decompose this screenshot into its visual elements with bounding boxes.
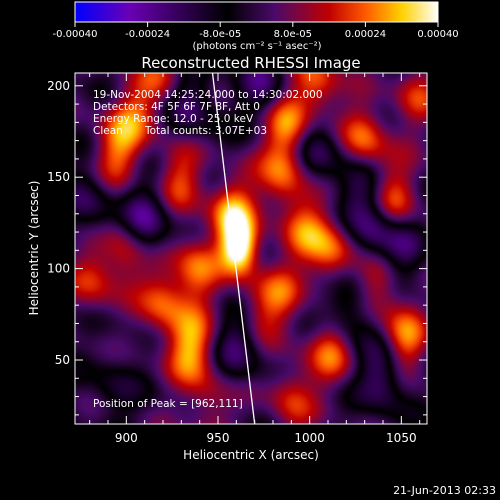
colorbar-tick-label: 0.00024 [345, 29, 386, 40]
x-axis-label: Heliocentric X (arcsec) [183, 448, 319, 462]
axis-ticks: 900 950 1000 1050 50 100 150 200 [47, 73, 427, 445]
colorbar: -0.00040 -0.00024 -8.0e-05 8.0e-05 0.00024 0.… [53, 1, 459, 52]
y-axis-label: Heliocentric Y (arcsec) [27, 181, 41, 316]
colorbar-tick-label: -8.0e-05 [199, 29, 241, 40]
peak-position-label: Position of Peak = [962,111] [93, 398, 243, 410]
colorbar-tick-label: 8.0e-05 [274, 29, 312, 40]
colorbar-tick-label: 0.00040 [417, 29, 458, 40]
y-tick-label: 150 [47, 170, 70, 184]
y-tick-label: 100 [47, 262, 70, 276]
colorbar-gradient [74, 1, 439, 23]
y-tick-label: 50 [55, 353, 70, 367]
y-tick-label: 200 [47, 79, 70, 93]
x-tick-label: 900 [115, 431, 138, 445]
annotation-algorithm: Clean [93, 125, 123, 137]
x-tick-label: 1000 [294, 431, 325, 445]
annotation-detectors: Detectors: 4F 5F 6F 7F 8F, Att 0 [93, 101, 260, 113]
chart-title: Reconstructed RHESSI Image [141, 54, 360, 72]
heatmap-image [75, 73, 427, 424]
annotation-total-counts: Total counts: 3.07E+03 [144, 125, 267, 137]
plot-area: 900 950 1000 1050 50 100 150 200 [47, 72, 428, 445]
colorbar-ticks: -0.00040 -0.00024 -8.0e-05 8.0e-05 0.00024 0.… [53, 22, 459, 40]
plot-frame [74, 72, 428, 425]
annotation-energy-range: Energy Range: 12.0 - 25.0 keV [93, 113, 254, 125]
timestamp: 21-Jun-2013 02:33 [393, 484, 496, 497]
x-tick-label: 950 [207, 431, 230, 445]
colorbar-tick-label: -0.00024 [125, 29, 170, 40]
annotations: 19-Nov-2004 14:25:24.000 to 14:30:02.000… [93, 89, 323, 410]
x-tick-label: 1050 [386, 431, 417, 445]
annotation-time-range: 19-Nov-2004 14:25:24.000 to 14:30:02.000 [93, 89, 323, 101]
colorbar-unit-label: (photons cm⁻² s⁻¹ asec⁻²) [192, 41, 321, 52]
colorbar-tick-label: -0.00040 [53, 29, 98, 40]
solar-limb-line [211, 73, 256, 424]
